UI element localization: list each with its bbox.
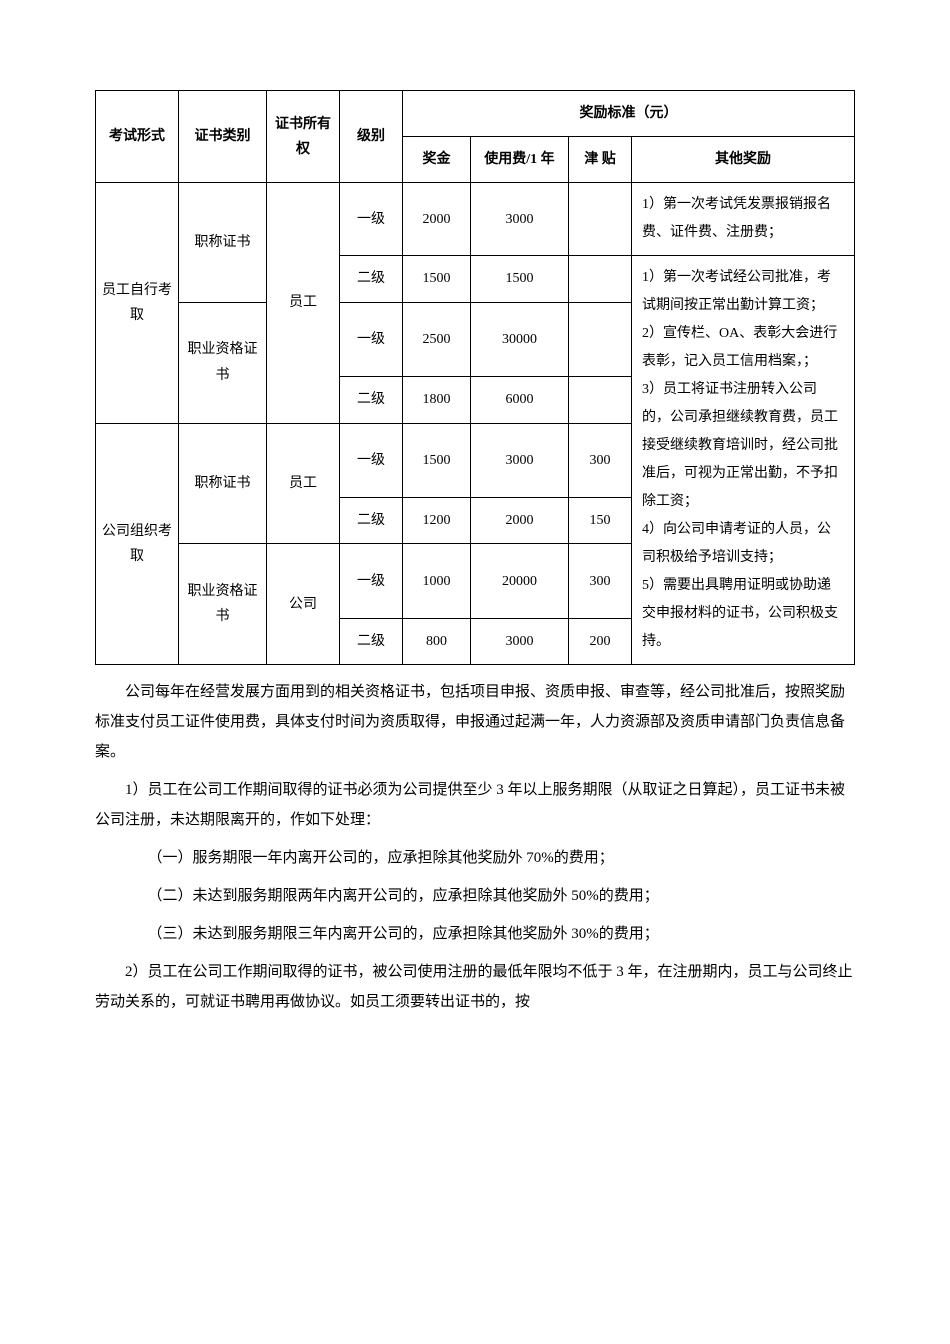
cell-allow: 150 [569,498,632,544]
body-text: 公司每年在经营发展方面用到的相关资格证书，包括项目申报、资质申报、审查等，经公司… [95,677,855,1017]
paragraph-2a: （一）服务期限一年内离开公司的，应承担除其他奖励外 70%的费用； [95,843,855,873]
paragraph-2c: （三）未达到服务期限三年内离开公司的，应承担除其他奖励外 30%的费用； [95,919,855,949]
cell-allow [569,256,632,302]
cell-level: 二级 [340,619,403,665]
cell-bonus: 1800 [403,377,471,423]
cell-exam-self: 员工自行考取 [96,183,179,423]
cell-bonus: 800 [403,619,471,665]
table-row: 员工自行考取 职称证书 员工 一级 2000 3000 1）第一次考试凭发票报销… [96,183,855,256]
cell-cert-vocational: 职业资格证书 [179,302,267,423]
cell-usage: 1500 [471,256,569,302]
col-cert-type: 证书类别 [179,91,267,183]
col-cert-owner: 证书所有权 [267,91,340,183]
cell-bonus: 1500 [403,256,471,302]
cell-allow [569,183,632,256]
cell-allow [569,302,632,377]
col-allowance: 津 贴 [569,137,632,183]
cell-bonus: 1200 [403,498,471,544]
paragraph-2: 1）员工在公司工作期间取得的证书必须为公司提供至少 3 年以上服务期限（从取证之… [95,775,855,835]
cell-level: 二级 [340,498,403,544]
cell-other-2: 1）第一次考试经公司批准，考试期间按正常出勤计算工资； 2）宣传栏、OA、表彰大… [632,256,855,665]
cell-bonus: 2000 [403,183,471,256]
cell-allow [569,377,632,423]
cell-owner-company: 公司 [267,544,340,665]
cell-bonus: 1500 [403,423,471,498]
col-other: 其他奖励 [632,137,855,183]
cell-usage: 6000 [471,377,569,423]
cell-owner-employee: 员工 [267,183,340,423]
col-exam-form: 考试形式 [96,91,179,183]
cell-level: 一级 [340,183,403,256]
document-page: 考试形式 证书类别 证书所有权 级别 奖励标准（元） 奖金 使用费/1 年 津 … [0,0,950,1344]
cell-allow: 300 [569,423,632,498]
cell-usage: 3000 [471,183,569,256]
col-level: 级别 [340,91,403,183]
cell-cert-title: 职称证书 [179,183,267,302]
col-bonus: 奖金 [403,137,471,183]
cell-cert-title: 职称证书 [179,423,267,544]
cell-usage: 30000 [471,302,569,377]
cell-usage: 3000 [471,423,569,498]
cell-level: 一级 [340,423,403,498]
cell-cert-vocational: 职业资格证书 [179,544,267,665]
cell-bonus: 2500 [403,302,471,377]
reward-table: 考试形式 证书类别 证书所有权 级别 奖励标准（元） 奖金 使用费/1 年 津 … [95,90,855,665]
paragraph-2b: （二）未达到服务期限两年内离开公司的，应承担除其他奖励外 50%的费用； [95,881,855,911]
table-header-row-1: 考试形式 证书类别 证书所有权 级别 奖励标准（元） [96,91,855,137]
cell-usage: 3000 [471,619,569,665]
col-reward-standard: 奖励标准（元） [403,91,855,137]
cell-owner-employee: 员工 [267,423,340,544]
cell-exam-company: 公司组织考取 [96,423,179,665]
cell-level: 一级 [340,544,403,619]
cell-other-1: 1）第一次考试凭发票报销报名费、证件费、注册费； [632,183,855,256]
cell-bonus: 1000 [403,544,471,619]
paragraph-3: 2）员工在公司工作期间取得的证书，被公司使用注册的最低年限均不低于 3 年，在注… [95,957,855,1017]
cell-usage: 2000 [471,498,569,544]
paragraph-1: 公司每年在经营发展方面用到的相关资格证书，包括项目申报、资质申报、审查等，经公司… [95,677,855,767]
cell-allow: 300 [569,544,632,619]
cell-allow: 200 [569,619,632,665]
cell-level: 一级 [340,302,403,377]
col-usage-fee: 使用费/1 年 [471,137,569,183]
cell-level: 二级 [340,256,403,302]
cell-usage: 20000 [471,544,569,619]
cell-level: 二级 [340,377,403,423]
